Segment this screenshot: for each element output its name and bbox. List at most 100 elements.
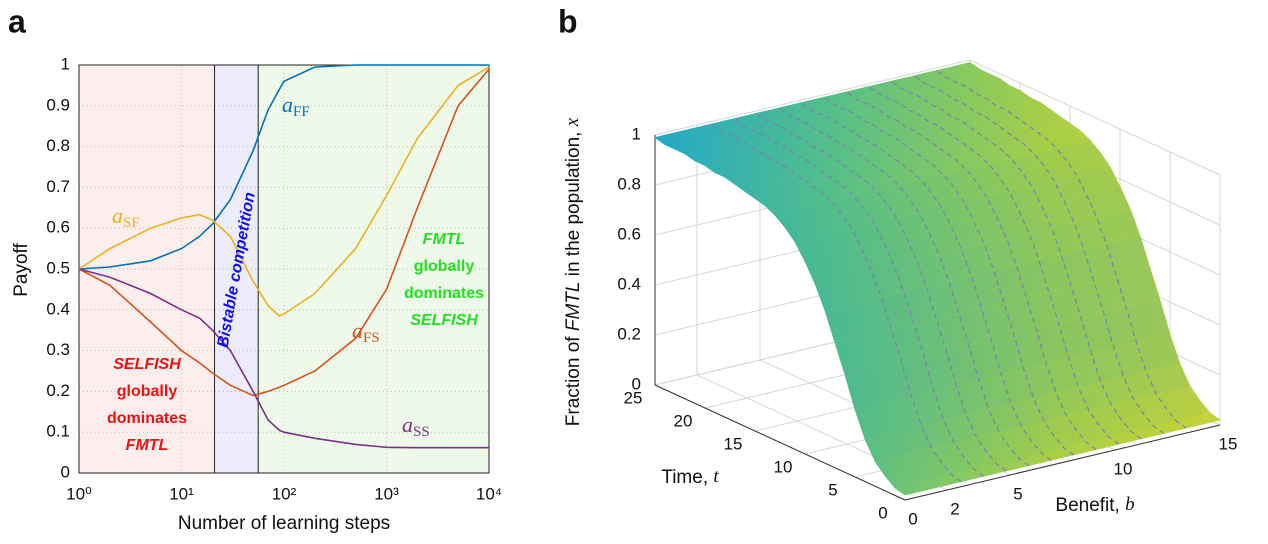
surface-shade xyxy=(785,152,1110,242)
surface-shade xyxy=(855,334,1180,440)
surface-shade xyxy=(865,364,1190,462)
y-tick-label: 5 xyxy=(828,480,837,499)
series-label: aSF xyxy=(112,203,140,231)
series-subscript: SF xyxy=(123,215,140,231)
surface-contour xyxy=(755,112,1007,472)
y-tick-label: 0 xyxy=(61,462,70,481)
z-axis-title-part: Fraction of xyxy=(563,331,584,426)
surface-patch xyxy=(894,412,1221,496)
x-axis-title-part: b xyxy=(1125,494,1135,515)
x-tick-label: 10⁰ xyxy=(66,484,92,503)
grid-line xyxy=(654,59,971,136)
z-tick-label: 0.6 xyxy=(617,224,641,243)
y-axis-title-part: t xyxy=(713,466,719,487)
z-axis-title-part: in the population, xyxy=(563,126,584,281)
series-name: a xyxy=(352,318,363,343)
series-name: a xyxy=(282,92,293,117)
y-tick-label: 15 xyxy=(724,434,743,453)
series-subscript: SS xyxy=(413,424,430,440)
x-tick-label: 10¹ xyxy=(169,484,194,503)
y-tick-label: 0.3 xyxy=(46,340,70,359)
y-tick-label: 0.5 xyxy=(46,258,70,277)
surface-shade xyxy=(885,400,1210,488)
region xyxy=(258,65,489,473)
annotation: SELFISH xyxy=(113,356,181,373)
annotation: dominates xyxy=(107,410,187,427)
annotation: FMTL xyxy=(126,437,169,454)
x-tick-label: 15 xyxy=(1219,434,1238,453)
annotation: globally xyxy=(117,383,178,400)
axis-line xyxy=(904,424,1221,501)
z-tick-label: 1 xyxy=(632,124,641,143)
x-tick-label: 2 xyxy=(950,499,959,518)
series-name: a xyxy=(402,412,413,437)
series-label: aFS xyxy=(352,318,380,346)
series-line xyxy=(78,64,489,270)
surface-shade xyxy=(825,235,1150,343)
z-axis-title-part: FMTL xyxy=(563,282,584,332)
surface-contour xyxy=(733,118,985,477)
surface-contour xyxy=(845,91,1097,450)
grid-line xyxy=(969,59,1221,176)
annotation: globally xyxy=(414,258,475,275)
surface-contour xyxy=(890,80,1142,440)
y-tick-label: 0.7 xyxy=(46,177,70,196)
y-axis-title: Payoff xyxy=(11,243,32,297)
y-tick-label: 1 xyxy=(61,54,70,73)
series-line xyxy=(78,68,490,397)
series-name: a xyxy=(112,203,123,228)
y-tick-label: 0.1 xyxy=(46,422,70,441)
x-tick-label: 10 xyxy=(1114,459,1133,478)
y-tick-label: 0.4 xyxy=(46,299,70,318)
y-tick-label: 0.9 xyxy=(46,95,70,114)
surface-shade xyxy=(815,208,1140,311)
annotation: dominates xyxy=(404,285,484,302)
z-axis-title-part: x xyxy=(562,117,583,127)
series-label: aFF xyxy=(282,92,310,120)
y-tick-label: 10 xyxy=(774,457,793,476)
surface-contour xyxy=(823,96,1075,456)
surface-shade xyxy=(845,299,1170,410)
axis-line xyxy=(654,384,906,501)
surface-contour xyxy=(800,102,1052,461)
y-tick-label: 0 xyxy=(878,503,887,522)
y-tick-label: 0.8 xyxy=(46,136,70,155)
y-tick-label: 25 xyxy=(624,388,643,407)
z-tick-label: 0.4 xyxy=(617,274,641,293)
z-tick-label: 0 xyxy=(632,374,641,393)
x-axis-title: Benefit, b xyxy=(1055,494,1134,516)
y-tick-label: 20 xyxy=(674,411,693,430)
surface-contour xyxy=(913,75,1165,434)
x-tick-label: 5 xyxy=(1013,484,1022,503)
series-subscript: FF xyxy=(293,104,310,120)
y-tick-label: 0.2 xyxy=(46,381,70,400)
series-line xyxy=(78,66,490,317)
surface-shade xyxy=(835,267,1160,375)
surface-contour xyxy=(868,86,1120,445)
surface-shade xyxy=(875,386,1200,476)
y-axis-title: Time, t xyxy=(661,466,719,488)
z-tick-label: 0.8 xyxy=(617,174,641,193)
series-line xyxy=(78,268,489,449)
series-subscript: FS xyxy=(363,330,380,346)
surface-shade xyxy=(775,140,1100,228)
surface-contour xyxy=(778,107,1030,466)
surface-shade xyxy=(795,166,1120,262)
y-tick-label: 0.6 xyxy=(46,218,70,237)
x-tick-label: 10⁴ xyxy=(476,484,502,503)
annotation: FMTL xyxy=(423,231,466,248)
x-tick-label: 10² xyxy=(272,484,297,503)
panel-label: a xyxy=(8,3,26,39)
series-label: aSS xyxy=(402,412,430,440)
x-tick-label: 0 xyxy=(908,509,917,528)
region xyxy=(214,65,259,473)
annotation: SELFISH xyxy=(410,312,478,329)
surface-shade xyxy=(805,186,1130,284)
x-tick-label: 10³ xyxy=(374,484,399,503)
surface-contour xyxy=(935,70,1187,429)
x-axis-title: Number of learning steps xyxy=(178,513,390,534)
z-axis-title: Fraction of FMTL in the population, x xyxy=(562,117,584,426)
y-axis-title-part: Time, xyxy=(661,467,713,488)
panel-label: b xyxy=(558,3,578,39)
